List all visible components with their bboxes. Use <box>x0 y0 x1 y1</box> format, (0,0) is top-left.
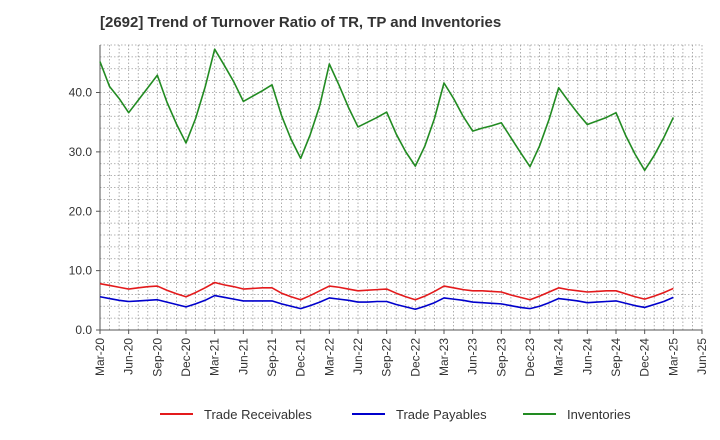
y-tick-labels: 0.0 10.0 20.0 30.0 40.0 <box>69 86 100 337</box>
x-tick-label: Sep-20 <box>150 338 164 377</box>
x-tick-label: Mar-25 <box>666 338 680 376</box>
x-tick-label: Jun-20 <box>122 338 136 375</box>
x-tick-labels: Mar-20 Jun-20 Sep-20 Dec-20 Mar-21 Jun-21 Sep-… <box>93 330 709 377</box>
inventories-line <box>99 48 675 172</box>
x-tick-label: Jun-23 <box>466 338 480 375</box>
trade-receivables-line <box>99 281 674 301</box>
legend-label-trade-payables: Trade Payables <box>396 407 487 422</box>
x-tick-label: Dec-23 <box>523 338 537 377</box>
x-tick-label: Sep-21 <box>265 338 279 377</box>
y-tick-label: 10.0 <box>69 264 93 278</box>
trade-payables-line <box>99 294 674 311</box>
x-tick-label: Jun-25 <box>695 338 709 375</box>
series-lines <box>99 48 675 311</box>
y-tick-label: 30.0 <box>69 145 93 159</box>
x-tick-label: Sep-24 <box>609 338 623 377</box>
legend: Trade Receivables Trade Payables Inventori… <box>160 407 631 422</box>
y-tick-label: 0.0 <box>75 323 92 337</box>
x-tick-label: Mar-21 <box>208 338 222 376</box>
x-tick-label: Jun-24 <box>580 338 594 375</box>
x-tick-label: Jun-21 <box>236 338 250 375</box>
x-tick-label: Jun-22 <box>351 338 365 375</box>
x-tick-label: Mar-20 <box>93 338 107 376</box>
x-tick-label: Dec-21 <box>294 338 308 377</box>
y-tick-label: 40.0 <box>69 86 93 100</box>
x-tick-label: Mar-24 <box>552 338 566 376</box>
legend-label-inventories: Inventories <box>567 407 631 422</box>
x-tick-label: Sep-23 <box>494 338 508 377</box>
x-tick-label: Sep-22 <box>380 338 394 377</box>
x-tick-label: Mar-22 <box>322 338 336 376</box>
x-tick-label: Dec-20 <box>179 338 193 377</box>
y-tick-label: 20.0 <box>69 204 93 218</box>
legend-label-trade-receivables: Trade Receivables <box>204 407 312 422</box>
chart-title: [2692] Trend of Turnover Ratio of TR, TP… <box>100 14 502 31</box>
x-tick-label: Dec-24 <box>638 338 652 377</box>
x-tick-label: Dec-22 <box>408 338 422 377</box>
x-tick-label: Mar-23 <box>437 338 451 376</box>
